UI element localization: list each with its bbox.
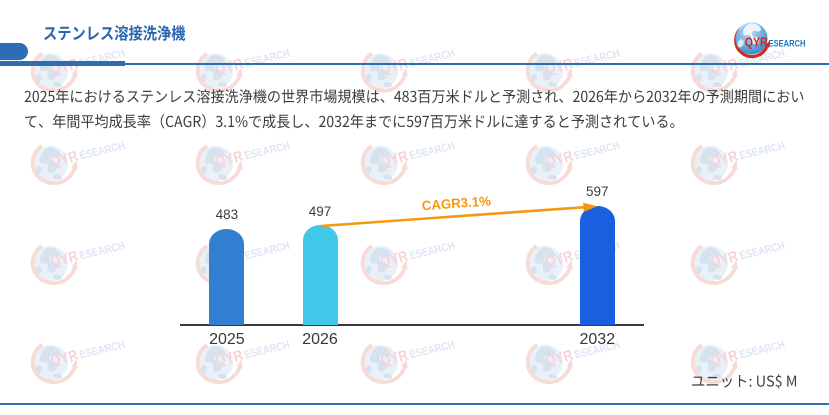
- svg-text:ESEARCH: ESEARCH: [769, 38, 806, 49]
- svg-text:QYR: QYR: [745, 34, 768, 49]
- svg-text:CAGR3.1%: CAGR3.1%: [421, 193, 491, 213]
